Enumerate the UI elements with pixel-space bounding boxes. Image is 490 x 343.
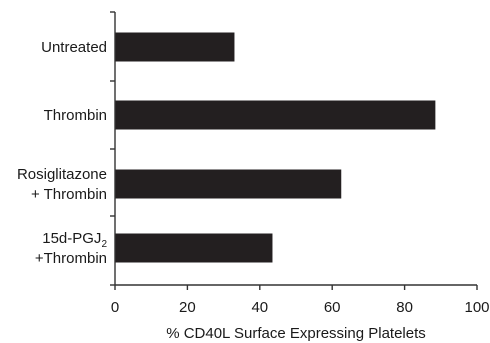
x-tick-label: 100 xyxy=(464,299,489,316)
bar xyxy=(115,100,436,130)
bars-group xyxy=(115,32,436,263)
category-label: Untreated xyxy=(41,39,107,56)
category-label: Thrombin xyxy=(44,107,107,124)
bar xyxy=(115,233,273,263)
category-label: 15d-PGJ2 xyxy=(42,230,107,250)
category-label: +Thrombin xyxy=(35,250,107,267)
category-labels: Untreated Thrombin Rosiglitazone + Thrombin… xyxy=(17,39,108,267)
x-tick-label: 60 xyxy=(324,299,341,316)
bar xyxy=(115,169,342,199)
x-tick-label: 0 xyxy=(111,299,119,316)
category-label: + Thrombin xyxy=(31,186,107,203)
category-label-subscript: 2 xyxy=(101,239,107,250)
axes-group xyxy=(110,11,477,286)
x-tick-label: 20 xyxy=(179,299,196,316)
category-label: Rosiglitazone xyxy=(17,166,107,183)
x-axis-title: % CD40L Surface Expressing Platelets xyxy=(166,325,426,342)
x-tick-label: 80 xyxy=(396,299,413,316)
bar xyxy=(115,32,235,62)
x-axis-ticks: 0 20 40 60 80 100 xyxy=(111,285,490,316)
x-tick-label: 40 xyxy=(251,299,268,316)
